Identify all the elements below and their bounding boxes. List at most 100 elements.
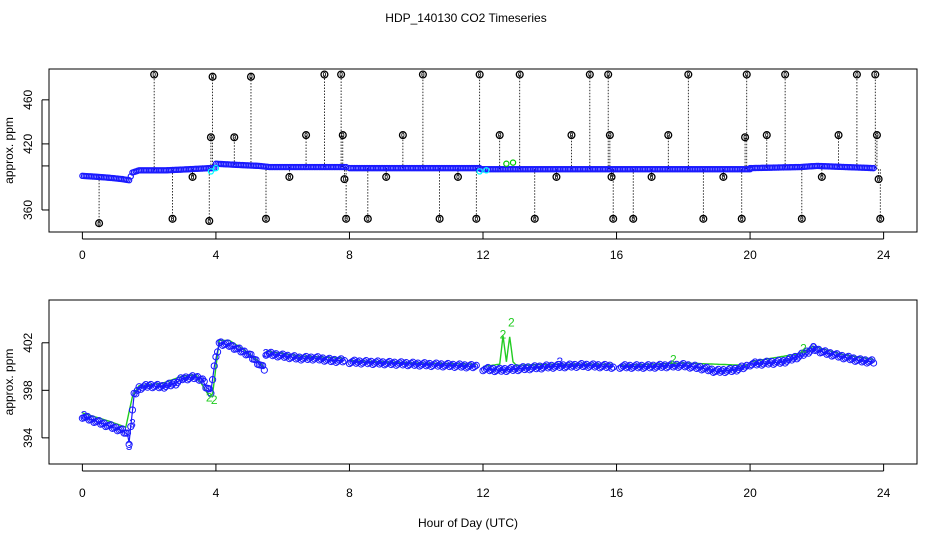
top-outlier-point-inner <box>341 132 345 138</box>
bottom-series-3-point <box>339 358 347 366</box>
top-green-point <box>503 160 510 167</box>
top-outlier-point <box>737 214 746 223</box>
top-outlier-point <box>206 133 215 142</box>
top-outlier-point <box>150 70 159 79</box>
bottom-series-3-point <box>511 365 519 373</box>
top-outlier-point <box>607 172 616 181</box>
top-outlier-point-inner <box>877 176 881 182</box>
bottom-series-3-point <box>659 362 667 370</box>
top-outlier-point <box>398 131 407 140</box>
top-outlier-point <box>453 172 463 181</box>
top-outlier-point-inner <box>478 72 482 78</box>
top-x-tick-label: 20 <box>743 248 757 262</box>
bottom-series-3-point <box>778 358 786 366</box>
bottom-series-3-point <box>506 365 514 373</box>
bottom-y-axis-title: approx. ppm <box>2 349 16 416</box>
bottom-series-3-point <box>499 366 507 374</box>
top-outlier-point <box>817 172 826 181</box>
top-x-tick-label: 12 <box>476 248 490 262</box>
bottom-series-3-point <box>557 362 566 370</box>
bottom-series-3-point <box>212 353 220 361</box>
top-outlier-point-inner <box>875 132 879 138</box>
bottom-series-3-point <box>177 374 185 382</box>
top-cyan-point <box>207 168 215 175</box>
bottom-series-3-point <box>743 361 751 369</box>
top-outlier-point-inner <box>873 72 877 78</box>
top-x-tick-label: 4 <box>213 248 220 262</box>
top-outlier-point <box>664 131 673 140</box>
bottom-series-3-point <box>724 366 732 374</box>
bottom-series-3-point <box>647 362 656 371</box>
top-outlier-point-inner <box>588 72 592 78</box>
top-outlier-point-inner <box>608 132 612 138</box>
bottom-x-tick-label: 8 <box>346 486 353 500</box>
top-outlier-point <box>647 172 656 181</box>
bottom-y-tick-label: 402 <box>21 332 35 352</box>
top-x-tick-label: 24 <box>877 248 891 262</box>
bottom-x-tick-label: 20 <box>743 486 757 500</box>
top-outlier-point-inner <box>438 216 442 222</box>
top-outlier-point <box>684 70 693 79</box>
top-outlier-point-inner <box>606 72 610 78</box>
bottom-series-3-point <box>552 362 561 370</box>
top-outlier-point <box>95 219 104 228</box>
bottom-series-3-point <box>471 362 479 371</box>
bottom-series-3-point <box>247 350 255 359</box>
top-outlier-point <box>552 172 561 181</box>
bottom-x-tick-label: 24 <box>877 486 891 500</box>
top-outlier-point <box>495 131 504 140</box>
top-outlier-point <box>605 131 614 140</box>
top-outlier-point <box>338 131 347 140</box>
bottom-series-3-point <box>749 359 758 367</box>
bottom-series-3-point <box>576 361 584 369</box>
top-x-tick-label: 16 <box>610 248 624 262</box>
bottom-series-3-point <box>140 382 148 390</box>
top-outlier-point-inner <box>287 174 291 180</box>
top-outlier-point-inner <box>569 132 573 138</box>
bottom-series-3-point <box>180 374 188 382</box>
top-outlier-point-inner <box>209 134 213 140</box>
top-x-tick-label: 8 <box>346 248 353 262</box>
bottom-x-tick-label: 4 <box>213 486 220 500</box>
top-outlier-point-inner <box>554 174 558 180</box>
top-outlier-point <box>797 214 806 223</box>
bottom-series-3-point <box>564 361 572 369</box>
top-outlier-point-inner <box>344 216 348 222</box>
top-outlier-point-inner <box>401 132 405 138</box>
bottom-series-3-point <box>125 440 133 448</box>
bottom-series-3-point <box>534 363 542 371</box>
bottom-series-3-point <box>718 367 726 375</box>
bottom-series-3-point <box>713 367 721 375</box>
top-outlier-point-inner <box>611 216 615 222</box>
bottom-series-3-point <box>784 355 793 364</box>
bottom-point-label: 2 <box>211 393 218 407</box>
top-plot-frame <box>48 68 918 233</box>
top-outlier-point <box>261 214 271 223</box>
bottom-series-3-point <box>754 359 763 368</box>
bottom-series-3-point <box>123 429 132 437</box>
bottom-series-3-point <box>522 364 531 372</box>
bottom-series-3-point <box>208 376 217 384</box>
top-outlier-point-inner <box>191 174 195 180</box>
bottom-series-3-point <box>766 359 774 367</box>
top-outlier-point <box>230 133 239 142</box>
bottom-series-3-point <box>789 354 798 362</box>
top-panel: 0 4 8 12 16 20 24 360 420 460 approx. ppm <box>2 68 918 262</box>
bottom-series-2-line <box>619 362 747 367</box>
top-outlier-point-inner <box>783 72 787 78</box>
top-cyan-point <box>476 168 483 175</box>
bottom-point-label: 3 <box>126 439 133 453</box>
top-outlier-point-inner <box>232 134 236 140</box>
top-cyan-point <box>212 164 220 172</box>
top-cyan-point <box>483 167 490 174</box>
figure-title: HDP_140130 CO2 Timeseries <box>385 11 546 25</box>
top-outlier-point-inner <box>878 216 882 222</box>
top-outlier-point-inner <box>498 132 502 138</box>
top-outlier-point-inner <box>249 74 253 80</box>
top-outlier-point <box>168 214 177 223</box>
top-outlier-point-inner <box>666 132 670 138</box>
top-outlier-point <box>699 214 708 223</box>
top-outlier-point-inner <box>456 174 460 180</box>
